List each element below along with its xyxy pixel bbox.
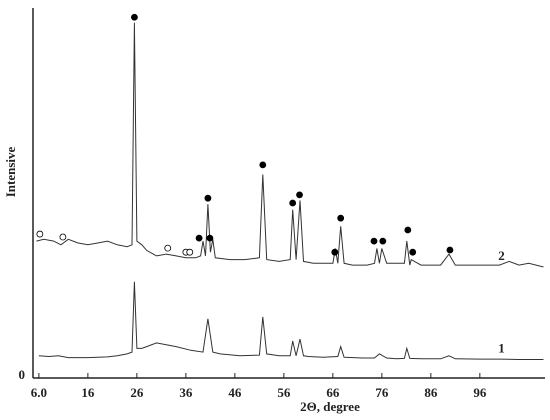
series-label: 2	[498, 248, 505, 263]
peak-marker	[370, 237, 378, 245]
x-tick-label: 56	[277, 385, 291, 400]
x-tick-label: 96	[473, 385, 487, 400]
x-tick-label: 76	[375, 385, 389, 400]
x-tick-label: 26	[130, 385, 144, 400]
peak-marker	[379, 237, 387, 245]
peak-marker	[331, 248, 339, 256]
peak-marker	[296, 191, 303, 199]
peak-marker	[404, 226, 412, 234]
x-axis-label: 2Θ, degree	[300, 399, 360, 414]
peak-marker	[446, 246, 454, 254]
x-tick-label: 6.0	[31, 385, 47, 400]
peak-marker	[131, 13, 138, 21]
peak-marker	[186, 248, 194, 256]
peak-marker	[259, 161, 267, 169]
peak-marker	[289, 199, 297, 207]
series-label: 1	[498, 340, 505, 355]
peak-marker	[36, 230, 44, 238]
peak-marker	[164, 244, 172, 252]
peak-marker	[409, 248, 417, 256]
y-axis-label: Intensive	[3, 146, 18, 197]
series-line	[36, 22, 544, 268]
series-line	[38, 281, 544, 360]
peak-marker	[206, 234, 214, 242]
x-tick-label: 66	[326, 385, 340, 400]
peak-marker	[337, 214, 345, 222]
x-tick-label: 86	[424, 385, 438, 400]
peak-marker	[195, 234, 203, 242]
x-tick-label: 16	[81, 385, 95, 400]
y-tick-label: 0	[19, 367, 26, 382]
x-tick-label: 46	[228, 385, 242, 400]
peak-marker	[204, 194, 212, 202]
peak-marker	[59, 233, 67, 241]
x-tick-label: 36	[179, 385, 193, 400]
